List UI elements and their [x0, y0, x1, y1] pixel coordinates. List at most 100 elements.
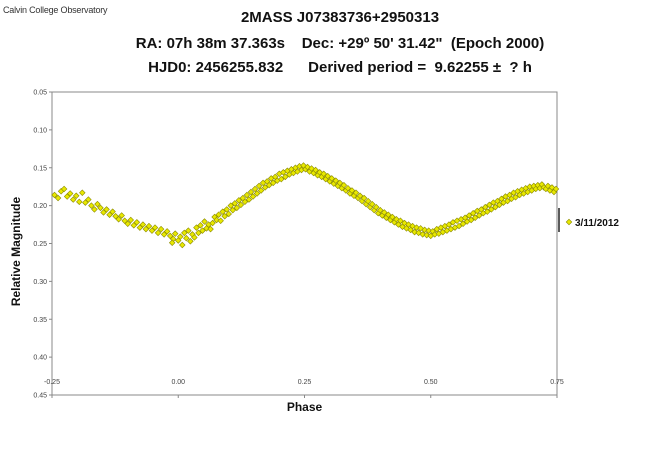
- chart-title-line-3: HJD0: 2456255.832 Derived period = 9.622…: [148, 59, 532, 76]
- data-point: [512, 194, 519, 201]
- data-point: [425, 227, 432, 234]
- data-point: [215, 211, 222, 218]
- data-point: [455, 222, 463, 230]
- data-point: [148, 227, 156, 234]
- data-point: [177, 233, 184, 240]
- x-tick-label: 0.00: [171, 379, 185, 386]
- y-tick-label: 0.40: [33, 355, 47, 362]
- legend-label: 3/11/2012: [575, 218, 619, 229]
- data-point: [183, 234, 190, 242]
- data-point: [54, 194, 62, 202]
- legend-marker: [565, 218, 573, 226]
- x-tick-label: -0.25: [44, 379, 60, 386]
- data-point: [91, 206, 98, 213]
- data-point: [419, 231, 426, 238]
- data-point: [217, 217, 224, 224]
- data-point: [109, 208, 116, 215]
- data-point: [221, 213, 228, 220]
- data-point: [199, 227, 206, 234]
- data-point: [151, 224, 159, 231]
- data-point: [552, 185, 560, 193]
- data-point: [360, 194, 368, 202]
- data-point: [121, 217, 128, 224]
- data-point: [209, 219, 216, 227]
- data-point: [484, 208, 491, 215]
- data-point: [179, 241, 186, 249]
- x-tick-label: 0.50: [424, 379, 438, 386]
- data-point: [356, 192, 364, 200]
- chart-title-line-2: RA: 07h 38m 37.363s Dec: +29º 50' 31.42"…: [135, 35, 545, 52]
- data-point: [324, 172, 331, 180]
- observatory-credit: Calvin College Observatory: [3, 5, 108, 15]
- data-point: [193, 224, 200, 231]
- data-point: [257, 187, 265, 194]
- data-point: [352, 189, 360, 196]
- data-point: [504, 197, 511, 205]
- data-point: [265, 181, 273, 189]
- data-point: [154, 229, 162, 237]
- y-axis-title: Relative Magnitude: [9, 197, 23, 307]
- data-point: [381, 209, 388, 216]
- y-tick-label: 0.45: [33, 393, 47, 400]
- data-point: [465, 212, 473, 219]
- data-point: [191, 234, 198, 241]
- data-point: [201, 218, 208, 225]
- data-point: [235, 197, 243, 204]
- y-tick-label: 0.10: [33, 127, 47, 134]
- data-point: [255, 182, 263, 190]
- data-point: [166, 232, 174, 240]
- data-point: [476, 212, 483, 219]
- data-point: [253, 190, 261, 197]
- data-points: [51, 162, 560, 249]
- data-point: [496, 201, 503, 209]
- x-axis-ticks: -0.25 0.00 0.25 0.50 0.75: [44, 379, 564, 398]
- data-point: [237, 201, 245, 209]
- data-point: [278, 175, 285, 183]
- data-point: [423, 231, 430, 239]
- data-point: [63, 193, 71, 200]
- x-tick-label: 0.25: [298, 379, 312, 386]
- data-point: [243, 191, 251, 199]
- data-point: [486, 201, 493, 209]
- data-point: [233, 204, 241, 212]
- data-point: [100, 209, 107, 216]
- data-point: [130, 222, 138, 229]
- data-point: [409, 222, 416, 230]
- data-point: [207, 225, 214, 233]
- data-point: [157, 225, 165, 233]
- data-point: [332, 177, 340, 184]
- data-point: [482, 203, 489, 211]
- data-point: [171, 230, 179, 237]
- data-point: [261, 184, 269, 191]
- data-point: [229, 206, 237, 214]
- legend: 3/11/2012: [558, 208, 619, 232]
- data-point: [124, 220, 131, 228]
- data-point: [469, 209, 477, 217]
- data-point: [168, 239, 176, 246]
- data-point: [241, 198, 249, 206]
- data-point: [445, 221, 453, 228]
- data-point: [76, 198, 83, 206]
- data-point: [231, 200, 239, 207]
- data-point: [411, 228, 418, 236]
- data-point: [115, 216, 122, 223]
- data-point: [269, 179, 277, 187]
- y-axis-ticks: 0.05 0.10 0.15 0.20 0.25 0.30 0.35 0.40 0.45: [33, 90, 52, 400]
- data-point: [127, 216, 135, 224]
- data-point: [60, 185, 68, 193]
- data-point: [136, 224, 144, 231]
- plot-frame: [51, 91, 558, 396]
- data-point: [213, 216, 220, 224]
- chart-title-line-1: 2MASS J07383736+2950313: [240, 9, 440, 26]
- data-point: [397, 217, 404, 224]
- data-point: [282, 173, 289, 181]
- y-tick-label: 0.30: [33, 279, 47, 286]
- data-point: [160, 231, 168, 238]
- plot-area: [51, 91, 558, 396]
- data-point: [145, 222, 153, 230]
- data-point: [69, 196, 77, 203]
- data-point: [544, 182, 552, 190]
- data-point: [492, 203, 499, 211]
- data-point: [372, 203, 380, 211]
